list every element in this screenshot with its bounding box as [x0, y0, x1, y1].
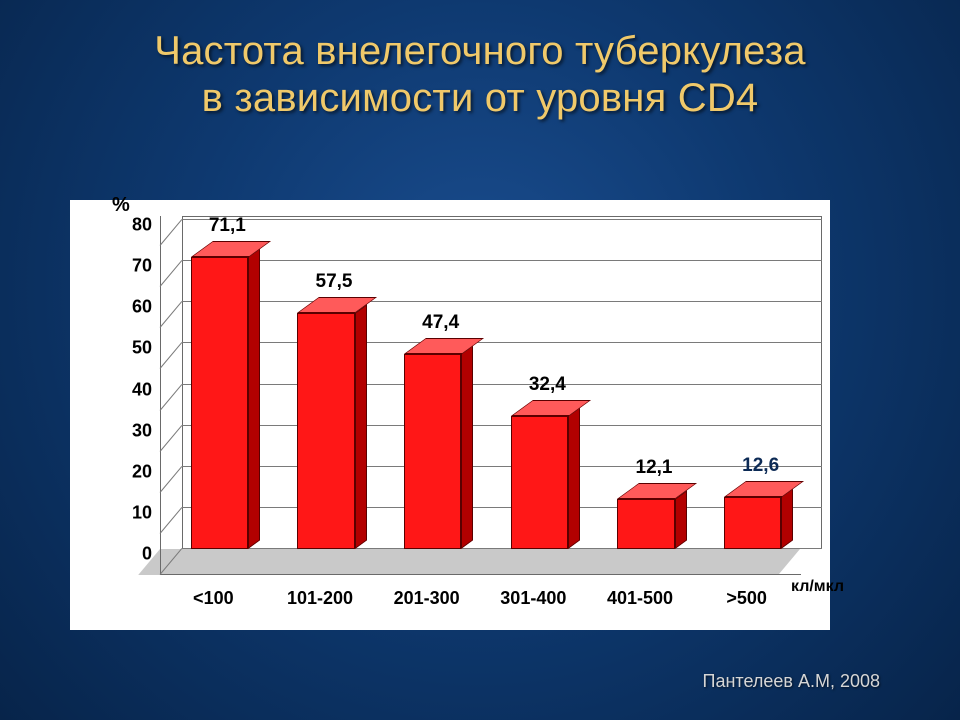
y-tick-label: 20 [112, 461, 152, 482]
grid-line [182, 301, 822, 302]
x-tick-label: 401-500 [607, 588, 673, 609]
bar-side [461, 345, 473, 549]
bar [191, 257, 249, 549]
x-tick-label: <100 [193, 588, 234, 609]
x-tick-label: 301-400 [500, 588, 566, 609]
bar [511, 416, 569, 549]
bar [297, 313, 355, 549]
title-line-1: Частота внелегочного туберкулеза [154, 29, 805, 73]
grid-line [182, 425, 822, 426]
bar-front [297, 313, 355, 549]
grid-line [182, 260, 822, 261]
chart-container: % 0102030405060708071,1<10057,5101-20047… [70, 200, 830, 630]
grid-line [182, 219, 822, 220]
x-tick-label: 201-300 [394, 588, 460, 609]
bar-value-label: 12,1 [636, 457, 673, 479]
bar-value-label: 71,1 [209, 215, 246, 237]
bar [724, 497, 782, 549]
y-tick-label: 50 [112, 338, 152, 359]
slide-root: Частота внелегочного туберкулеза в завис… [0, 0, 960, 720]
bar-side [568, 407, 580, 549]
y-tick-label: 70 [112, 256, 152, 277]
y-tick-label: 80 [112, 215, 152, 236]
grid-line [182, 466, 822, 467]
slide-title: Частота внелегочного туберкулеза в завис… [0, 28, 960, 122]
grid-line [182, 384, 822, 385]
bar-value-label: 12,6 [742, 455, 779, 477]
bar-front [404, 354, 462, 549]
x-tick-label: 101-200 [287, 588, 353, 609]
title-line-2: в зависимости от уровня CD4 [202, 76, 759, 120]
bar-front [724, 497, 782, 549]
bar-front [511, 416, 569, 549]
x-axis-title: кл/мкл [791, 578, 844, 596]
attribution-text: Пантелеев А.М, 2008 [703, 671, 880, 692]
bar-front [617, 499, 675, 549]
y-tick-label: 10 [112, 502, 152, 523]
bar [404, 354, 462, 549]
grid-line [182, 342, 822, 343]
bar [617, 499, 675, 549]
y-tick-label: 30 [112, 420, 152, 441]
chart-plot-area: 0102030405060708071,1<10057,5101-20047,4… [160, 220, 800, 575]
bar-value-label: 32,4 [529, 374, 566, 396]
bar-side [355, 304, 367, 549]
bar-side [781, 488, 793, 549]
bar-side [675, 491, 687, 549]
bar-front [191, 257, 249, 549]
bar-value-label: 57,5 [316, 271, 353, 293]
y-tick-label: 40 [112, 379, 152, 400]
y-tick-label: 0 [112, 544, 152, 565]
bar-side [248, 248, 260, 549]
bar-value-label: 47,4 [422, 312, 459, 334]
x-tick-label: >500 [726, 588, 767, 609]
y-tick-label: 60 [112, 297, 152, 318]
